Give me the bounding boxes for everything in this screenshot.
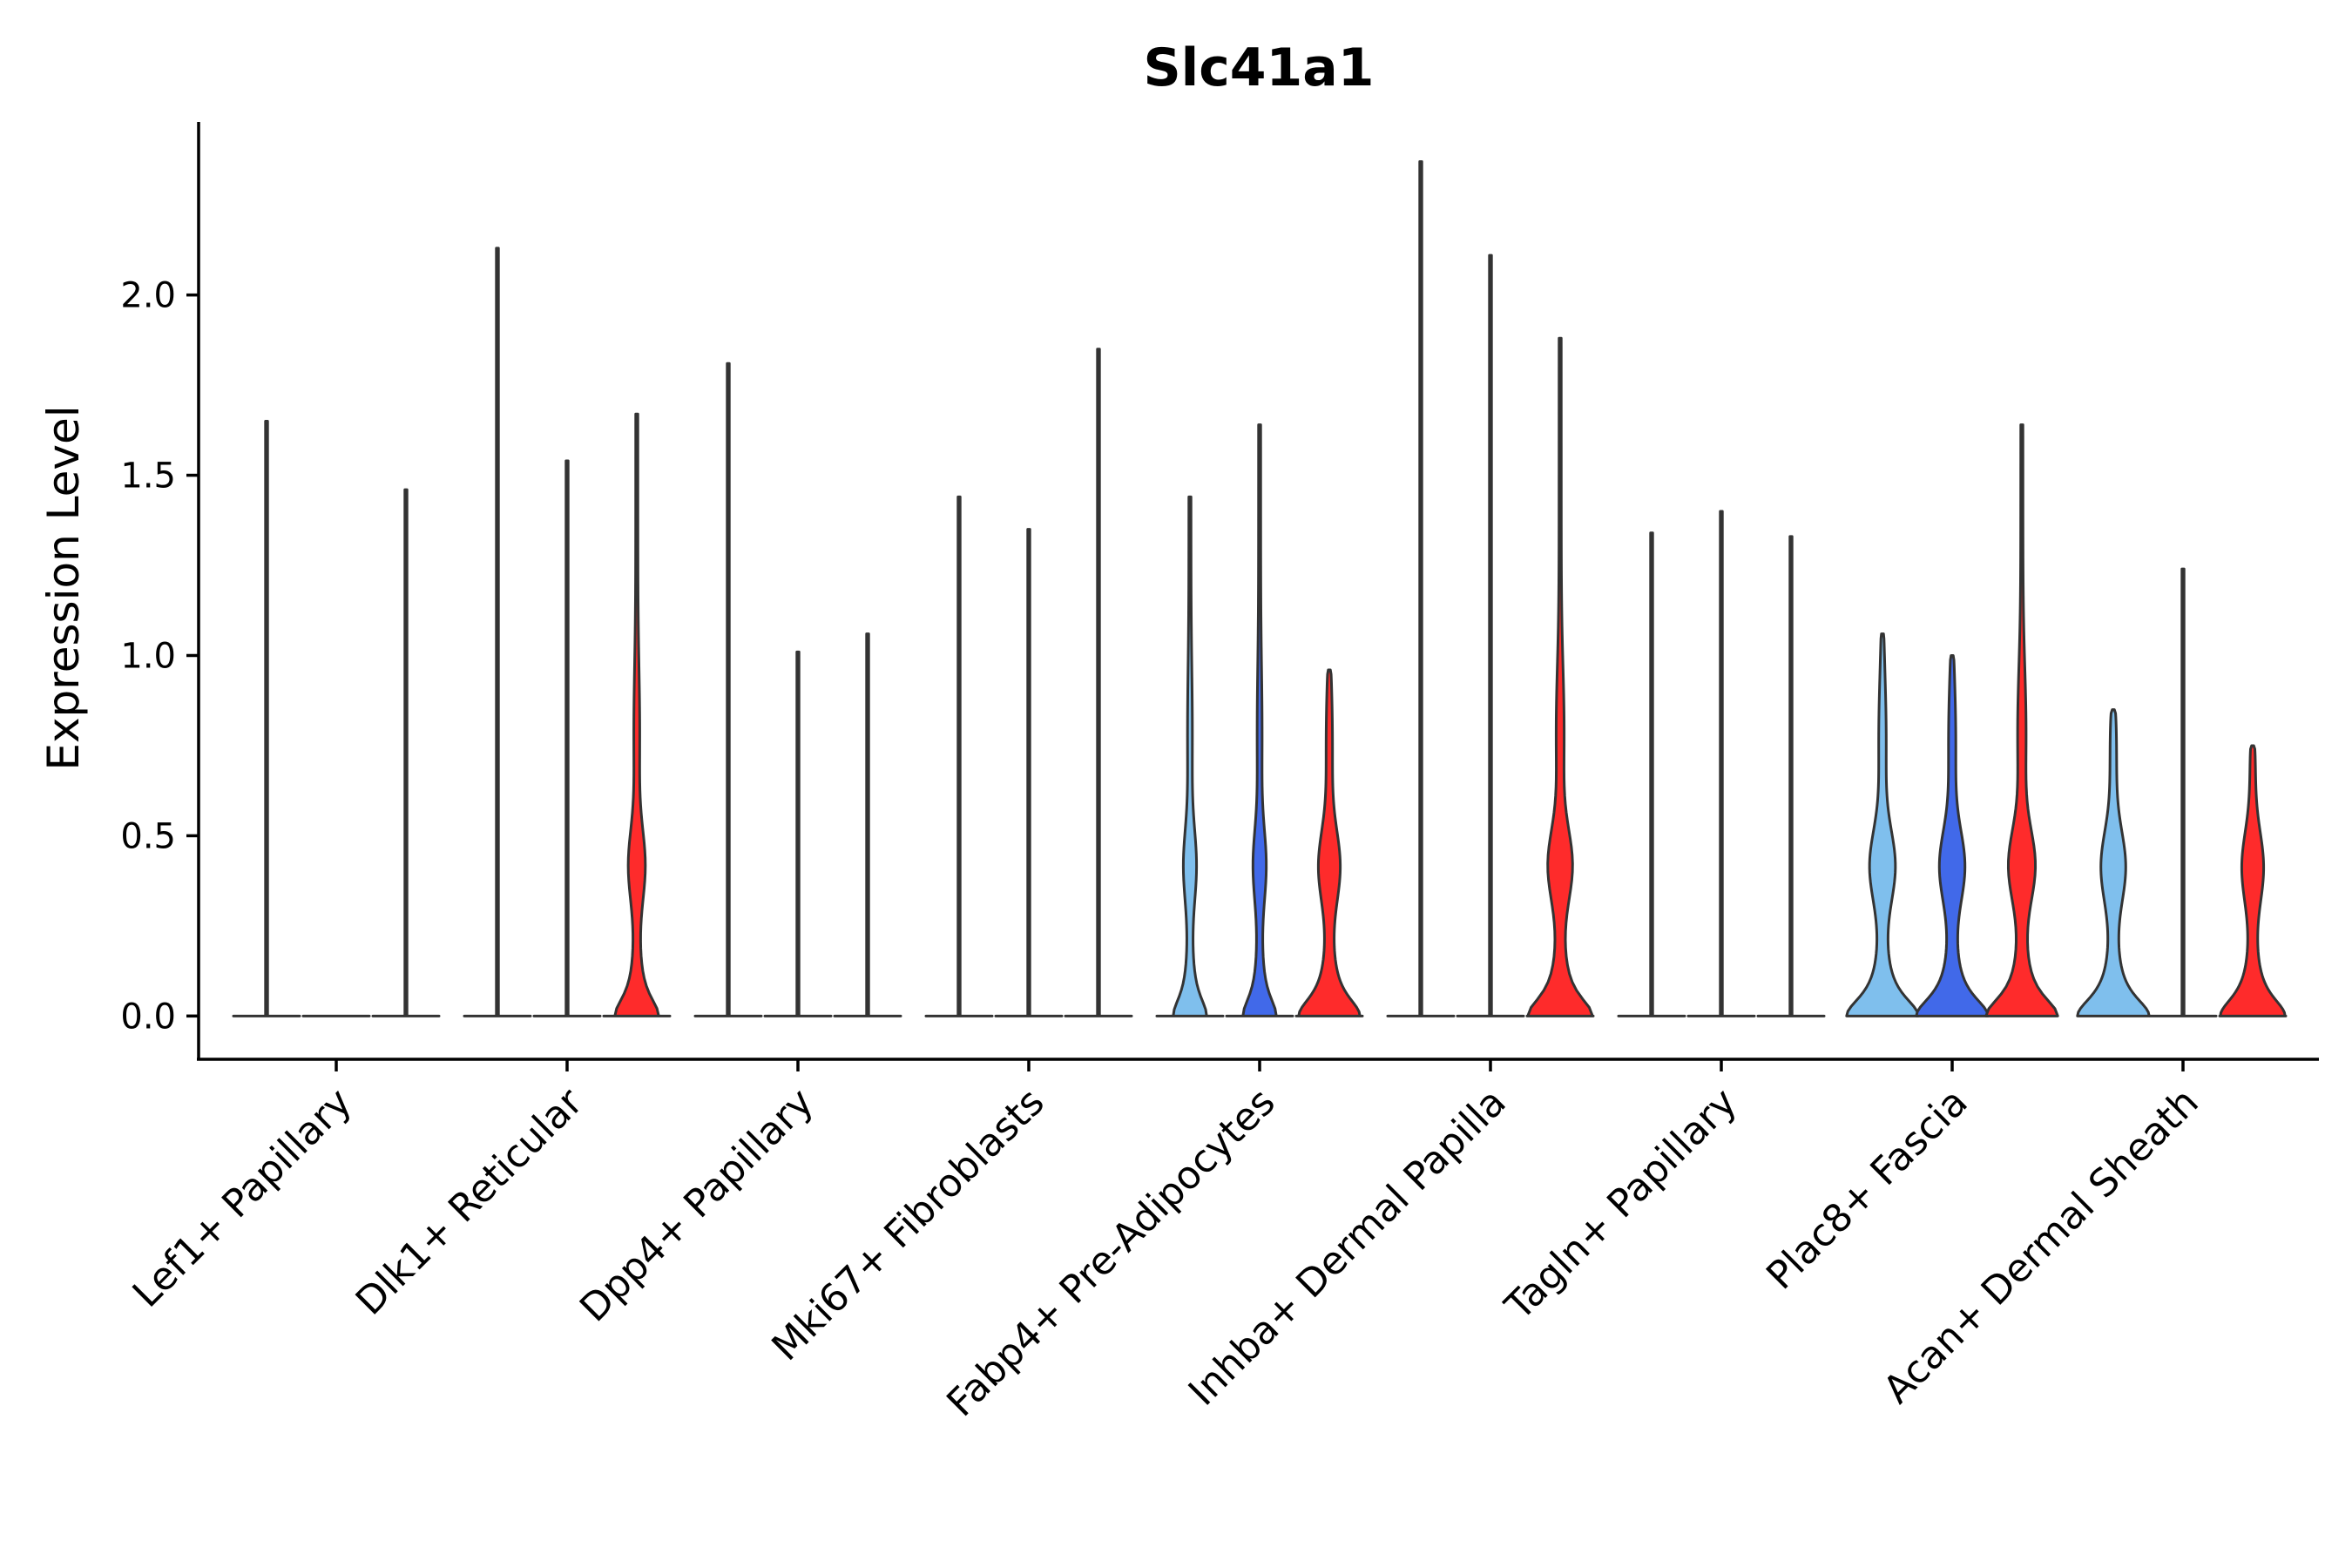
violin-1-acan-dermal-sheath [2076, 708, 2151, 1017]
violins-layer [232, 160, 2288, 1017]
violin-3-dpp4-papillary [833, 632, 902, 1017]
violin-2-plac8-fascia [1915, 653, 1990, 1017]
y-axis-label: Expression Level [38, 405, 89, 770]
violin-3-fabp4-pre-adipocytes [1294, 668, 1364, 1017]
violin-1-fabp4-pre-adipocytes [1155, 495, 1225, 1017]
y-ticks: 0.0 0.5 1.0 1.5 2.0 [120, 276, 199, 1037]
violin-1-mki67-fibroblasts [924, 495, 994, 1017]
violin-1-dpp4-papillary [693, 362, 763, 1017]
category-label: Tagln+ Papillary [1497, 1080, 1746, 1329]
violin-2-dpp4-papillary [763, 650, 833, 1017]
violin-1-dlk1-reticular [463, 247, 532, 1017]
violin-1-inhba-dermal-papilla [1386, 160, 1456, 1017]
violin-2-dlk1-reticular [532, 459, 602, 1017]
y-tick-label: 1.0 [120, 636, 176, 676]
violin-3-acan-dermal-sheath [2218, 744, 2288, 1017]
violin-2-mki67-fibroblasts [994, 528, 1064, 1017]
category-label: Dlk1+ Reticular [348, 1079, 592, 1324]
violin-3-mki67-fibroblasts [1064, 348, 1133, 1017]
violin-1-lef1-papillary [232, 419, 301, 1017]
violin-3-tagln-papillary [1756, 535, 1826, 1017]
y-tick-label: 0.5 [120, 816, 176, 856]
y-tick-label: 0.0 [120, 997, 176, 1037]
violin-3-plac8-fascia [1984, 423, 2059, 1017]
violin-3-lef1-papillary [371, 488, 441, 1017]
violin-2-inhba-dermal-papilla [1456, 253, 1525, 1017]
violin-2-acan-dermal-sheath [2148, 567, 2218, 1017]
violin-3-dlk1-reticular [602, 412, 672, 1017]
violin-2-tagln-papillary [1686, 510, 1756, 1017]
violin-2-fabp4-pre-adipocytes [1225, 423, 1294, 1017]
chart-title: Slc41a1 [1143, 37, 1374, 98]
violin-1-plac8-fascia [1845, 632, 1920, 1017]
category-label: Lef1+ Papillary [125, 1080, 361, 1316]
violin-1-tagln-papillary [1617, 531, 1686, 1017]
category-label: Plac8+ Fascia [1758, 1080, 1977, 1299]
category-label: Dpp4+ Papillary [571, 1080, 822, 1331]
y-tick-label: 2.0 [120, 276, 176, 316]
violin-3-inhba-dermal-papilla [1525, 336, 1595, 1017]
y-tick-label: 1.5 [120, 456, 176, 497]
